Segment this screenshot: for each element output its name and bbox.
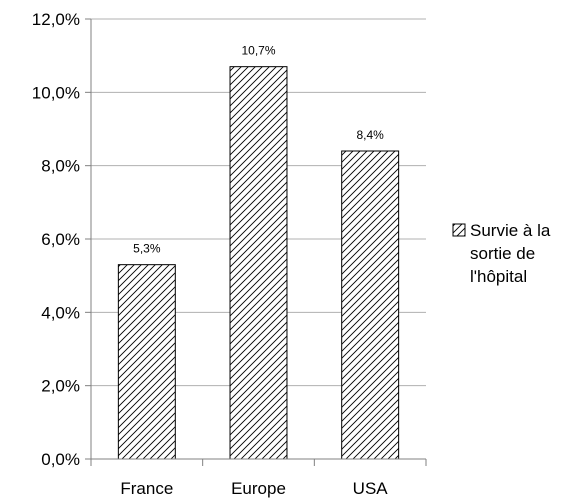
y-tick-label: 0,0% [41,450,80,469]
axes [85,18,427,466]
y-tick-label: 10,0% [32,83,80,102]
x-tick-label: France [120,479,173,498]
data-label: 8,4% [356,128,384,142]
y-tick-label: 2,0% [41,377,80,396]
legend-label: l'hôpital [470,267,527,286]
labels: 0,0% 2,0% 4,0% 6,0% 8,0% 10,0% 12,0% 5,3% France… [32,10,389,498]
data-label: 5,3% [133,242,161,256]
y-tick-label: 12,0% [32,10,80,29]
legend: Survie à la sortie de l'hôpital [452,221,551,286]
bar-usa [341,150,400,460]
bars [117,66,400,460]
y-tick-label: 6,0% [41,230,80,249]
x-tick-label: Europe [231,479,286,498]
y-tick-label: 4,0% [41,303,80,322]
legend-label: sortie de [470,244,535,263]
bar-france [117,264,176,460]
y-tick-label: 8,0% [41,157,80,176]
bar-europe [229,66,288,460]
legend-swatch [452,223,466,237]
legend-label: Survie à la [470,221,551,240]
x-tick-label: USA [353,479,389,498]
data-label: 10,7% [241,44,275,58]
